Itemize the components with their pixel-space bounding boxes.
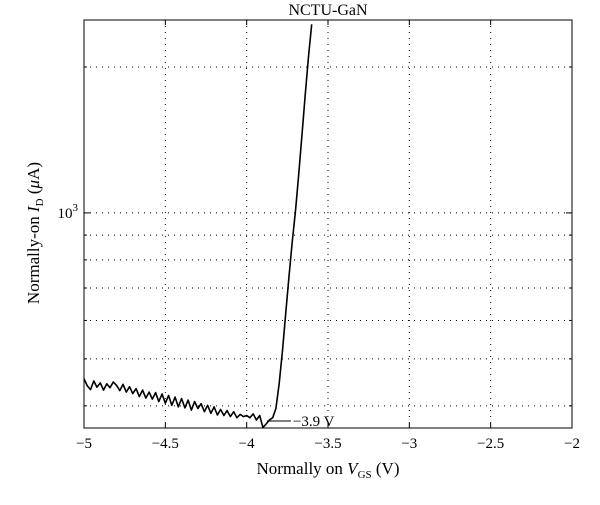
x-tick-label: −3.5 (314, 436, 341, 452)
x-tick-labels: −5 −4.5 −4 −3.5 −3 −2.5 −2 (76, 436, 580, 452)
y-tick-labels: 103 (58, 202, 79, 222)
x-axis-label-var: V (347, 459, 360, 478)
y-axis-label-sub: D (34, 198, 46, 206)
annotation-label: −3.9 V (293, 414, 335, 430)
x-tick-label: −5 (76, 436, 92, 452)
x-tick-label: −4 (239, 436, 255, 452)
x-axis-label-suffix: (V) (372, 459, 400, 478)
axis-ticks (83, 20, 573, 428)
x-tick-label: −3 (401, 436, 417, 452)
y-axis-label-suffix: ( (24, 188, 43, 198)
grid (84, 20, 572, 428)
x-axis-label-sub: GS (358, 469, 372, 481)
x-tick-label: −2.5 (477, 436, 504, 452)
series-group (83, 24, 313, 429)
y-axis-label-unit-rest: A) (24, 162, 43, 180)
y-tick-label-1000: 103 (58, 202, 79, 222)
series-line (83, 24, 313, 429)
y-axis-label-prefix: Normally-on (24, 212, 43, 304)
x-tick-label: −2 (564, 436, 580, 452)
chart-title: NCTU-GaN (288, 2, 368, 19)
y-axis-label-var: I (24, 205, 43, 213)
y-axis-label: Normally-on ID (μA) (24, 162, 46, 304)
x-tick-label: −4.5 (152, 436, 179, 452)
x-axis-label-prefix: Normally on (257, 459, 348, 478)
y-tick-label-exp: 3 (73, 202, 79, 214)
x-axis-label: Normally on VGS (V) (257, 459, 400, 481)
y-tick-label-base: 10 (58, 206, 73, 222)
y-axis-label-unit-mu: μ (24, 180, 43, 190)
